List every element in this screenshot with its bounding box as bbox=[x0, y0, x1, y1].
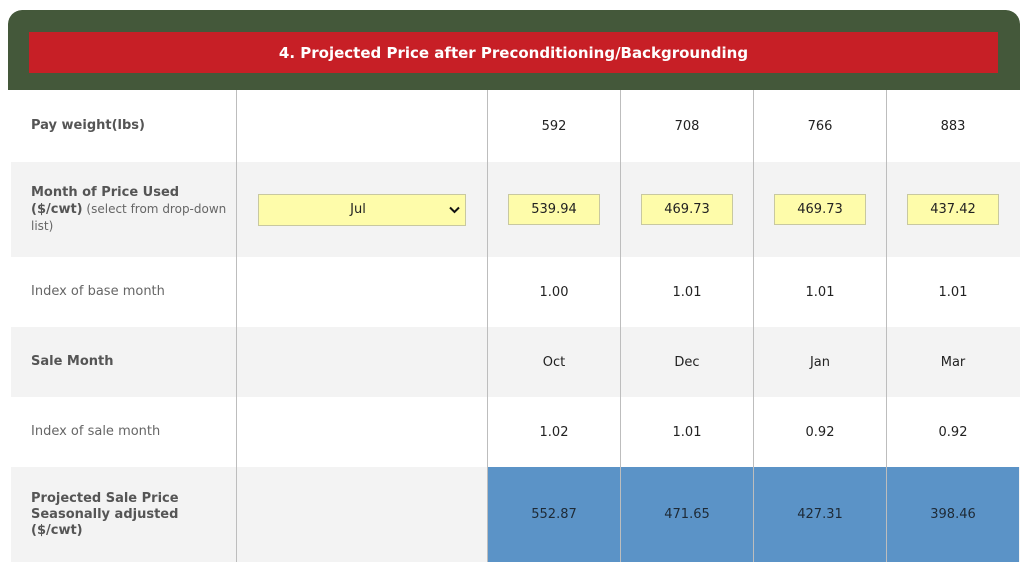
value-cell: Jan bbox=[754, 327, 887, 397]
empty-cell bbox=[237, 90, 488, 162]
table-row-index-sale: Index of sale month 1.02 1.01 0.92 0.92 bbox=[11, 397, 1020, 467]
row-label: Index of sale month bbox=[11, 397, 237, 467]
value-cell: 1.01 bbox=[621, 257, 754, 327]
value-cell: Dec bbox=[621, 327, 754, 397]
value-cell: 592 bbox=[488, 90, 621, 162]
table-row-month-price: Month of Price Used ($/cwt) (select from… bbox=[11, 162, 1020, 257]
value-cell: Mar bbox=[940, 354, 966, 370]
table-row-projected: Projected Sale Price Seasonally adjusted… bbox=[11, 467, 1020, 562]
value-cell: 1.01 bbox=[938, 284, 968, 300]
result-cell: 427.31 bbox=[754, 467, 887, 562]
row-label: Month of Price Used ($/cwt) (select from… bbox=[11, 162, 237, 257]
section-header: 4. Projected Price after Preconditioning… bbox=[8, 10, 1020, 90]
value-cell: 0.92 bbox=[754, 397, 887, 467]
value-cell: 437.42 bbox=[887, 162, 1019, 257]
value-cell: 883 bbox=[940, 118, 966, 134]
row-label-note: (select from drop-down list) bbox=[31, 201, 227, 233]
row-label: Projected Sale Price Seasonally adjusted… bbox=[11, 467, 237, 562]
result-cell: 552.87 bbox=[488, 467, 621, 562]
chevron-down-icon bbox=[443, 206, 465, 214]
value-cell: 469.73 bbox=[754, 162, 887, 257]
price-input[interactable]: 469.73 bbox=[641, 194, 733, 225]
row-label: Sale Month bbox=[11, 327, 237, 397]
row-label: Pay weight(lbs) bbox=[11, 90, 237, 162]
price-input[interactable]: 437.42 bbox=[907, 194, 999, 225]
value-cell: 708 bbox=[621, 90, 754, 162]
value-cell: Oct bbox=[488, 327, 621, 397]
price-input[interactable]: 539.94 bbox=[508, 194, 600, 225]
value-cell: 539.94 bbox=[488, 162, 621, 257]
value-cell: 766 bbox=[754, 90, 887, 162]
row-label-unit: ($/cwt) bbox=[31, 201, 83, 217]
empty-cell bbox=[237, 327, 488, 397]
value-cell: 1.00 bbox=[488, 257, 621, 327]
result-cell: 398.46 bbox=[887, 467, 1019, 562]
empty-cell bbox=[237, 467, 488, 562]
month-select-value: Jul bbox=[350, 202, 366, 217]
value-cell: 1.01 bbox=[754, 257, 887, 327]
select-cell: Jul bbox=[237, 162, 488, 257]
month-select[interactable]: Jul bbox=[258, 193, 466, 226]
value-cell: 469.73 bbox=[621, 162, 754, 257]
value-cell: 1.01 bbox=[621, 397, 754, 467]
table-row-index-base: Index of base month 1.00 1.01 1.01 1.01 bbox=[11, 257, 1020, 327]
result-cell: 471.65 bbox=[621, 467, 754, 562]
table-row-pay-weight: Pay weight(lbs) 592 708 766 883 bbox=[11, 90, 1020, 162]
section-title: 4. Projected Price after Preconditioning… bbox=[29, 32, 998, 73]
table-row-sale-month: Sale Month Oct Dec Jan Mar bbox=[11, 327, 1020, 397]
empty-cell bbox=[237, 397, 488, 467]
price-input[interactable]: 469.73 bbox=[774, 194, 866, 225]
row-label: Index of base month bbox=[11, 257, 237, 327]
price-table: Pay weight(lbs) 592 708 766 883 Month of… bbox=[11, 90, 1020, 562]
value-cell: 1.02 bbox=[488, 397, 621, 467]
row-label-main: Month of Price Used bbox=[31, 184, 180, 200]
value-cell: 0.92 bbox=[938, 424, 968, 440]
empty-cell bbox=[237, 257, 488, 327]
projected-price-panel: 4. Projected Price after Preconditioning… bbox=[8, 10, 1020, 572]
